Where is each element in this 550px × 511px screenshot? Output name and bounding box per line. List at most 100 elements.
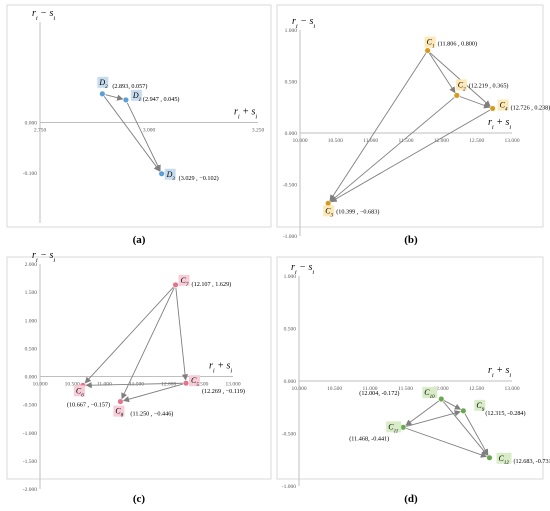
label-bg-C5 xyxy=(188,375,200,387)
arrow-C10-C12 xyxy=(442,401,488,456)
point-C11 xyxy=(400,424,407,431)
y-tick-label: 1.000 xyxy=(25,318,38,324)
panel-c-plot: 10.00010.50011.00011.50012.00012.50013.0… xyxy=(23,250,245,493)
x-tick-label: 13.000 xyxy=(504,386,519,392)
point-label-C9: C9 xyxy=(476,401,484,413)
label-bg-C10 xyxy=(422,387,438,399)
label-bg-C8 xyxy=(113,405,125,417)
arrow-C11-C9 xyxy=(406,410,461,427)
point-label-C1: C1 xyxy=(427,38,435,50)
point-label-C8: C8 xyxy=(115,407,123,419)
point-label-D1: D1 xyxy=(132,91,141,103)
label-bg-C12 xyxy=(496,452,512,464)
y-tick-label: -1.500 xyxy=(23,459,37,465)
y-tick-label: -0.100 xyxy=(23,171,37,177)
y-axis-title: ri − si xyxy=(32,250,55,264)
y-axis-title: ri − si xyxy=(292,16,315,30)
label-bg-C3 xyxy=(323,205,335,217)
y-tick-label: 0.000 xyxy=(25,375,38,381)
x-axis-title: ri + si xyxy=(234,107,257,121)
value-label-C2: (12.219 , 0.365) xyxy=(469,82,509,89)
point-C8 xyxy=(117,398,124,405)
y-tick-label: -1.000 xyxy=(282,484,296,490)
y-tick-label: 1.000 xyxy=(285,28,298,34)
arrow-C4-C3 xyxy=(330,109,491,203)
point-C10 xyxy=(438,396,445,403)
arrow-C2-C4 xyxy=(459,96,491,109)
arrow-C7-C6 xyxy=(84,286,174,384)
label-bg-D1 xyxy=(130,89,142,101)
panel-label-a: (a) xyxy=(133,234,146,246)
x-tick-label: 11.500 xyxy=(399,138,414,144)
x-tick-label: 13.000 xyxy=(225,382,240,388)
x-tick-label: 12.500 xyxy=(193,382,208,388)
point-C12 xyxy=(486,454,493,461)
panel-label-d: (d) xyxy=(404,493,418,505)
value-label-C6: (10.667 , −0.157) xyxy=(67,401,110,408)
arrow-C5-C6 xyxy=(85,381,183,389)
y-axis-title: ri − si xyxy=(291,262,314,276)
arrow-C1-C2 xyxy=(428,53,456,94)
plots-layer: 2.750 3.000 3.250 0.000 -0.100 ri − si ri + si… xyxy=(23,8,550,493)
point-C1 xyxy=(424,47,431,54)
panel-a-plot: 2.750 3.000 3.250 0.000 -0.100 ri − si ri + si… xyxy=(23,8,265,223)
arrow-C7-C8 xyxy=(121,287,175,400)
value-label-C5: (12.269 , −0.119) xyxy=(202,388,245,395)
y-tick-label: -2.000 xyxy=(23,487,37,493)
point-C2 xyxy=(453,92,460,99)
value-label-C3: (10.399 , −0.683) xyxy=(336,208,379,215)
y-tick-label: -1.000 xyxy=(23,431,37,437)
y-tick-label: 1.500 xyxy=(25,290,38,296)
y-tick-label: -0.500 xyxy=(282,432,296,438)
point-C9 xyxy=(460,407,467,414)
label-bg-C11 xyxy=(386,421,402,433)
point-label-C2: C2 xyxy=(458,80,466,92)
x-tick-label: 12.000 xyxy=(434,138,449,144)
x-tick-label: 10.500 xyxy=(327,386,342,392)
point-label-C3: C3 xyxy=(325,206,333,218)
label-bg-C4 xyxy=(497,99,509,111)
point-D3 xyxy=(158,170,165,177)
value-label-C9: (12.315, -0.284) xyxy=(485,410,525,417)
label-bg-C9 xyxy=(474,399,486,411)
x-tick-label: 12.000 xyxy=(161,382,176,388)
x-tick-label: 2.750 xyxy=(34,128,47,134)
x-tick-label: 3.250 xyxy=(252,128,265,134)
label-bg-D2 xyxy=(97,76,109,88)
x-axis-title: ri + si xyxy=(488,117,511,131)
x-tick-label: 10.000 xyxy=(291,386,306,392)
arrow-C5-C8 xyxy=(122,383,184,403)
x-tick-label: 11.000 xyxy=(363,138,378,144)
y-tick-label: 2.000 xyxy=(25,262,38,268)
label-bg-C2 xyxy=(455,79,467,91)
x-tick-label: 12.500 xyxy=(469,138,484,144)
y-tick-label: -0.500 xyxy=(283,183,297,189)
x-tick-label: 10.000 xyxy=(32,382,47,388)
x-tick-label: 12.000 xyxy=(433,386,448,392)
arrow-D2-D3 xyxy=(103,96,161,172)
arrow-C7-C5 xyxy=(175,288,189,381)
label-bg-C7 xyxy=(178,274,190,286)
value-label-D3: (3.029 , −0.102) xyxy=(179,175,219,182)
x-tick-label: 3.000 xyxy=(143,128,156,134)
arrow-C2-C3 xyxy=(330,97,455,202)
x-tick-label: 10.000 xyxy=(292,138,307,144)
panel-b-frame xyxy=(276,4,544,228)
point-label-C4: C4 xyxy=(500,100,508,112)
value-label-C4: (12.726 , 0.238) xyxy=(511,104,550,111)
value-label-C10: (12.004, -0.172) xyxy=(359,390,399,397)
point-label-C6: C6 xyxy=(76,386,84,398)
point-label-C7: C7 xyxy=(181,276,189,288)
arrow-C10-C11 xyxy=(405,400,439,426)
y-tick-label: 0.500 xyxy=(285,80,298,86)
value-label-C11: (11.468, -0.441) xyxy=(349,435,389,442)
point-label-C11: C11 xyxy=(388,422,398,434)
arrow-C1-C3 xyxy=(329,53,427,202)
value-label-D2: (2.893, 0.057) xyxy=(112,83,147,90)
point-C3 xyxy=(325,200,332,207)
x-tick-label: 11.500 xyxy=(398,386,413,392)
y-tick-label: -0.500 xyxy=(23,403,37,409)
y-tick-label: 0.500 xyxy=(25,346,38,352)
point-label-C5: C5 xyxy=(191,376,199,388)
